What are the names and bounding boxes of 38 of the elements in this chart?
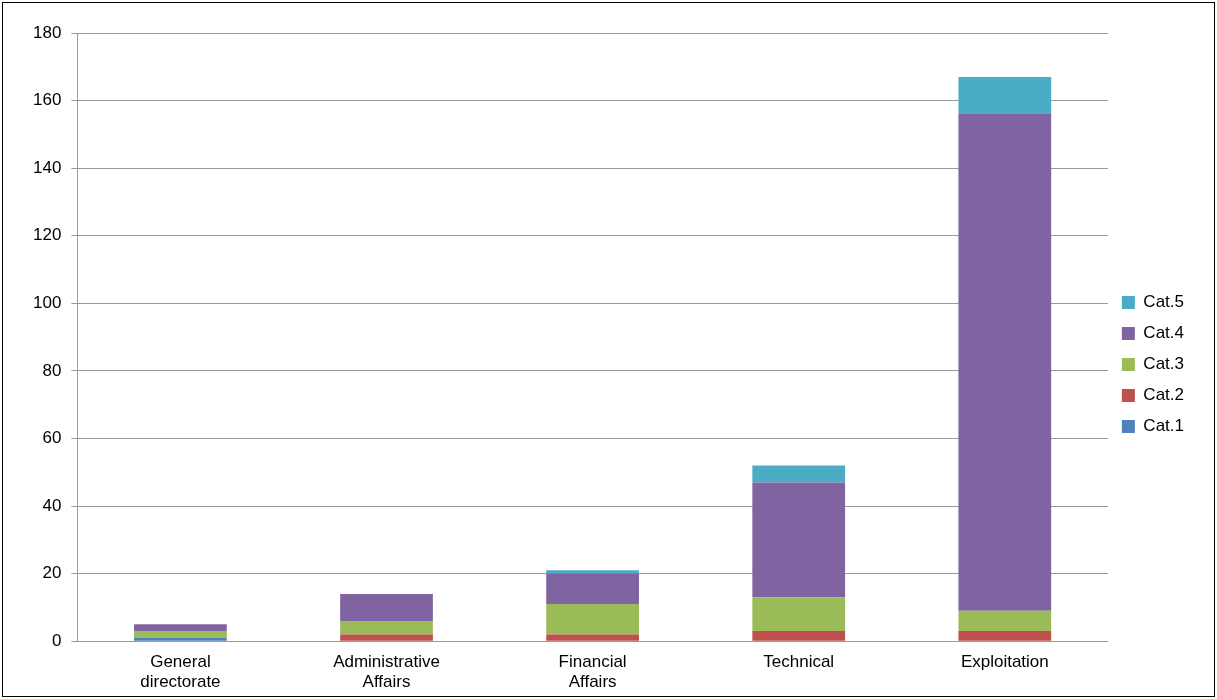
y-tick-label: 120 [32,225,62,245]
bar [958,610,1052,632]
x-tick-label: Technical [763,652,835,672]
legend-label: Cat.3 [1143,354,1185,374]
bar [752,631,846,641]
x-tick-label: General directorate [140,652,221,692]
bar [752,465,846,483]
bar [340,634,433,641]
bar [134,624,227,632]
bar [546,604,639,635]
x-tick-label: Administrative Affairs [333,652,440,692]
bar [134,637,227,641]
bar [546,573,639,605]
legend-label: Cat.5 [1143,292,1185,312]
bar [340,620,433,635]
bar [958,631,1052,641]
legend-label: Cat.1 [1143,416,1185,436]
bar [958,114,1052,611]
y-tick-label: 40 [42,495,62,515]
bar [546,570,639,574]
bar [134,631,227,638]
y-tick-label: 140 [32,157,62,177]
y-tick-label: 160 [32,90,62,110]
y-tick-label: 0 [51,630,62,650]
legend-label: Cat.4 [1143,323,1185,343]
x-tick-label: Financial Affairs [558,652,627,692]
bar [340,593,433,621]
y-tick-label: 100 [32,293,62,312]
bar [546,634,639,641]
y-tick-label: 60 [42,428,62,448]
bar [752,482,846,598]
y-tick-label: 20 [42,563,62,583]
y-tick-label: 180 [32,22,62,42]
bar [752,597,846,632]
x-tick-label: Exploitation [960,652,1049,672]
bar [958,76,1052,115]
y-tick-label: 80 [42,360,62,380]
legend-label: Cat.2 [1143,385,1185,405]
